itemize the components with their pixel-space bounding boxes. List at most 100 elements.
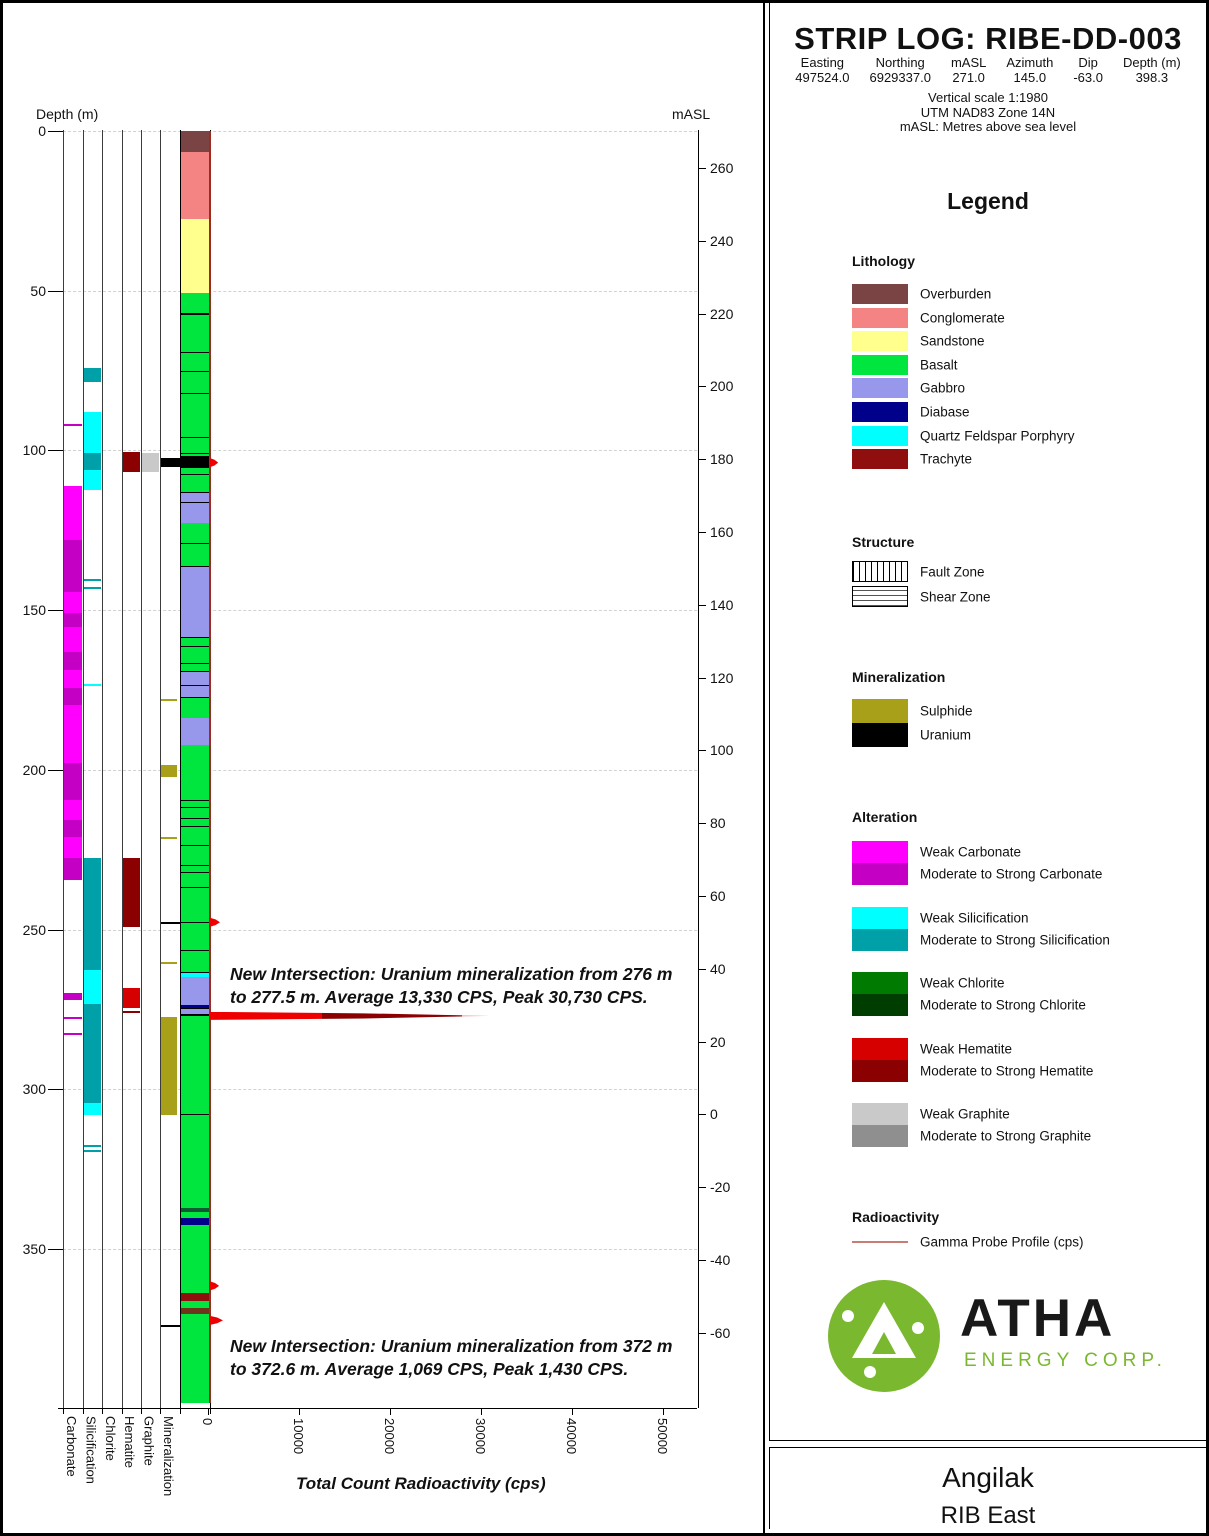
lith-interval-basalt: [181, 922, 209, 951]
masl-tick: [698, 1260, 706, 1261]
legend-swatch-weak: [852, 972, 908, 994]
track-border: [140, 130, 142, 1408]
legend-swatch-trachyte: [852, 449, 908, 470]
intersection-annotation: New Intersection: Uranium mineralization…: [230, 1335, 672, 1381]
alteration-carbonate-strong: [64, 423, 82, 427]
depth-tick: [48, 450, 63, 452]
lith-interval-diabase: [181, 1217, 209, 1225]
alteration-carbonate-weak: [64, 837, 82, 859]
lithology-column-border: [180, 130, 181, 1408]
alteration-carbonate-strong: [64, 1032, 82, 1035]
alteration-carbonate-strong: [64, 539, 82, 592]
alteration-silicification-weak: [84, 969, 101, 1005]
legend-section-lithology: Lithology: [852, 253, 915, 269]
alteration-carbonate-weak: [64, 799, 82, 821]
depth-axis-title: Depth (m): [36, 106, 99, 122]
alteration-silicification-weak: [84, 469, 101, 491]
depth-gridline: [58, 929, 697, 931]
lith-interval-basalt: [181, 873, 209, 887]
legend-swatch-uranium: [852, 723, 908, 747]
alteration-silicification-weak: [84, 683, 101, 686]
masl-tick-label: 200: [710, 378, 734, 395]
annotation-line: to 277.5 m. Average 13,330 CPS, Peak 30,…: [230, 987, 648, 1007]
legend-label: Overburden: [920, 286, 992, 302]
masl-tick: [698, 677, 706, 679]
collar-field-label: mASL: [950, 55, 987, 70]
alteration-silicification-strong: [84, 1149, 101, 1152]
legend-swatch-diabase: [852, 402, 908, 422]
mineralization-sulphide: [161, 1016, 177, 1115]
depth-gridline: [58, 769, 697, 771]
strip-log-plot: Depth (m) mASL 0 50 100 150 200 250 300 350 0 100…: [22, 106, 734, 1496]
gamma-spike: [210, 1281, 220, 1291]
lith-interval-basalt: [181, 827, 209, 845]
gamma-tick-label: 0: [200, 1418, 215, 1426]
annotation-line: New Intersection: Uranium mineralization…: [230, 1336, 673, 1356]
depth-gridline: [58, 610, 697, 612]
alteration-carbonate-strong: [64, 858, 82, 881]
lith-interval-rule: [181, 844, 209, 847]
lith-interval-basalt: [181, 467, 209, 476]
collar-field-label: Azimuth: [1006, 55, 1054, 70]
collar-fields: Easting 497524.0 Northing 6929337.0 mASL 271.…: [770, 55, 1206, 85]
legend-swatch-strong: [852, 1059, 908, 1082]
collar-field-value: 398.3: [1135, 70, 1169, 85]
gamma-tick-label: 20000: [382, 1418, 397, 1455]
lith-interval-basalt: [181, 846, 209, 866]
lith-interval-basalt: [181, 314, 209, 353]
collar-field-value: 145.0: [1013, 70, 1047, 85]
masl-tick-label: 120: [710, 669, 734, 686]
collar-field: Depth (m) 398.3: [1123, 55, 1181, 85]
mineralization-sulphide: [161, 961, 177, 964]
lith-interval-basalt: [181, 865, 209, 874]
lith-interval-basalt: [181, 698, 209, 718]
lith-interval-gabbro: [181, 567, 209, 638]
mineralization-sulphide: [161, 698, 177, 701]
lith-interval-sandstone: [181, 218, 209, 293]
masl-tick: [698, 1041, 706, 1043]
logo-sub-text: ENERGY CORP.: [964, 1350, 1167, 1371]
lith-interval-basalt: [181, 453, 209, 457]
footer-box: Angilak RIB East: [769, 1447, 1206, 1529]
legend-swatch-weak: [852, 841, 908, 863]
lith-interval-overburden: [181, 131, 209, 153]
gamma-tick: [299, 1408, 300, 1415]
alteration-carbonate-strong: [64, 613, 82, 628]
legend-swatch-gamma-line: [852, 1241, 908, 1243]
gamma-tick-label: 10000: [291, 1418, 306, 1455]
legend-label: Moderate to Strong Graphite: [920, 1128, 1092, 1144]
track-label-hematite: Hematite: [122, 1416, 137, 1469]
lith-interval-basalt: [181, 807, 209, 818]
collar-field-label: Northing: [875, 55, 925, 70]
lith-interval-trachyte: [181, 1292, 209, 1301]
track-border: [121, 130, 123, 1408]
annotation-line: to 372.6 m. Average 1,069 CPS, Peak 1,43…: [230, 1359, 629, 1379]
masl-tick: [698, 823, 706, 825]
legend-swatch-conglomerate: [852, 307, 908, 328]
legend-section-alteration: Alteration: [852, 809, 918, 825]
depth-gridline: [58, 1089, 697, 1091]
alteration-silicification-strong: [84, 579, 101, 582]
mineralization-sulphide: [161, 765, 177, 777]
masl-tick-label: 240: [710, 232, 734, 249]
legend-swatch-gabbro: [852, 378, 908, 399]
gamma-axis-title: Total Count Radioactivity (cps): [296, 1474, 546, 1493]
mineralization-sulphide: [161, 837, 177, 839]
collar-field-value: -63.0: [1073, 70, 1103, 85]
collar-field: Easting 497524.0: [795, 55, 849, 85]
alteration-carbonate-weak: [64, 705, 82, 763]
lith-interval-gabbro: [181, 1008, 209, 1015]
alteration-hematite-weak: [122, 988, 140, 1008]
legend-label: Moderate to Strong Carbonate: [920, 866, 1103, 882]
alteration-carbonate-strong: [64, 992, 82, 1000]
depth-tick-label: 150: [22, 602, 46, 619]
legend-box: STRIP LOG: RIBE-DD-003 Easting 497524.0 No…: [769, 3, 1206, 1441]
depth-tick: [48, 1089, 63, 1091]
depth-tick-label: 50: [30, 282, 46, 299]
lith-interval-basalt: [181, 646, 209, 663]
lith-interval-basalt: [181, 637, 209, 647]
legend-label: Diabase: [920, 404, 970, 420]
alteration-hematite-strong: [122, 858, 140, 928]
legend-heading: Legend: [947, 188, 1029, 214]
bottom-axis-line: [58, 1408, 697, 1409]
